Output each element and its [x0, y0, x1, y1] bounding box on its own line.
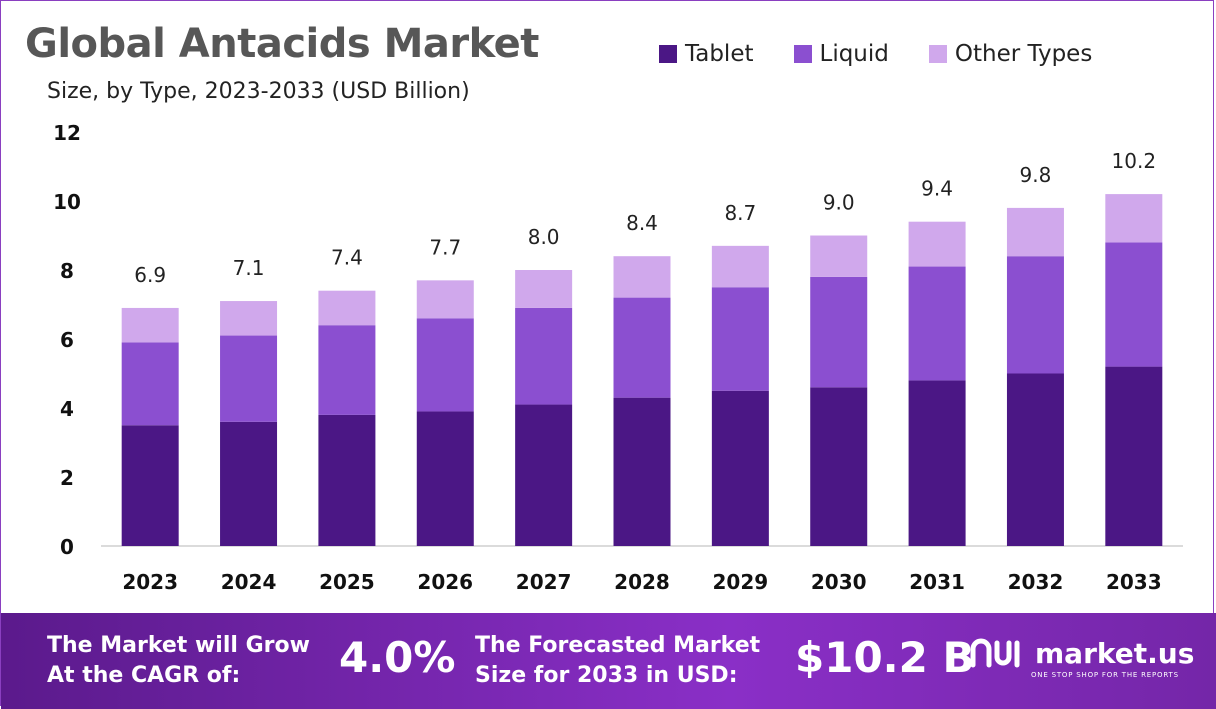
bar-segment-tablet	[220, 421, 278, 546]
bar-total-label: 8.4	[626, 211, 658, 235]
bar-segment-liquid	[711, 287, 769, 391]
bar-total-label: 9.8	[1020, 163, 1052, 187]
bar-total-label: 8.7	[724, 201, 756, 225]
bar-segment-liquid	[220, 335, 278, 422]
bar-segment-tablet	[318, 414, 376, 546]
bar-segment-liquid	[810, 276, 868, 388]
legend-label-tablet: Tablet	[685, 41, 754, 67]
bar-segment-tablet	[515, 404, 573, 546]
cagr-label-line2: At the CAGR of:	[47, 663, 241, 688]
x-tick-label: 2027	[516, 570, 572, 594]
brand-logo: market.us	[969, 635, 1194, 671]
bar-segment-liquid	[318, 325, 376, 415]
bar-segment-liquid	[1006, 256, 1064, 374]
forecast-label-line2: Size for 2033 in USD:	[475, 663, 738, 688]
bar-segment-liquid	[121, 342, 179, 426]
x-tick-label: 2032	[1008, 570, 1064, 594]
cagr-label: The Market will Grow At the CAGR of:	[47, 631, 310, 691]
bar-segment-tablet	[1105, 366, 1163, 546]
y-tick-label: 6	[60, 328, 74, 352]
bar-segment-other-types	[613, 256, 671, 298]
brand-name: market.us	[1035, 636, 1195, 670]
legend-swatch-liquid	[793, 45, 812, 63]
y-tick-label: 8	[60, 259, 74, 283]
forecast-label-line1: The Forecasted Market	[475, 633, 761, 658]
bar-segment-liquid	[416, 318, 474, 412]
legend-item-other-types: Other Types	[928, 41, 1093, 67]
x-tick-label: 2026	[417, 570, 473, 594]
bar-segment-other-types	[318, 290, 376, 326]
chart-title: Global Antacids Market	[25, 21, 539, 67]
bar-segment-tablet	[613, 397, 671, 546]
cagr-value: 4.0%	[339, 633, 456, 682]
y-tick-label: 2	[60, 466, 74, 490]
bar-segment-other-types	[711, 245, 769, 288]
x-tick-label: 2030	[811, 570, 867, 594]
legend-item-tablet: Tablet	[659, 41, 754, 67]
bar-segment-tablet	[121, 425, 179, 546]
bar-segment-other-types	[416, 280, 474, 319]
x-tick-label: 2031	[909, 570, 965, 594]
bar-segment-tablet	[711, 390, 769, 546]
bar-total-label: 6.9	[134, 263, 166, 287]
legend-label-liquid: Liquid	[819, 41, 889, 67]
x-tick-label: 2029	[713, 570, 769, 594]
x-tick-label: 2028	[614, 570, 670, 594]
stacked-bar-chart: 0 2 4 6 8 10 12 6.9 2023 7.1 2024 7.4 2025 7.7 2026 8.0…	[53, 121, 1183, 594]
legend-swatch-tablet	[659, 45, 677, 63]
bar-segment-tablet	[1006, 373, 1064, 546]
x-tick-label: 2025	[319, 570, 375, 594]
bar-segment-liquid	[613, 297, 671, 398]
chart-subtitle: Size, by Type, 2023-2033 (USD Billion)	[47, 79, 470, 104]
legend: Tablet Liquid Other Types	[659, 41, 1132, 67]
bar-segment-other-types	[1006, 207, 1064, 257]
y-tick-label: 4	[60, 397, 74, 421]
brand-tagline: ONE STOP SHOP FOR THE REPORTS	[1031, 671, 1179, 679]
bar-segment-other-types	[121, 307, 179, 343]
bar-segment-liquid	[1105, 242, 1163, 367]
forecast-label: The Forecasted Market Size for 2033 in U…	[475, 631, 760, 691]
bar-segment-liquid	[515, 307, 573, 405]
bar-segment-other-types	[810, 235, 868, 277]
cagr-label-line1: The Market will Grow	[47, 633, 310, 658]
legend-label-other-types: Other Types	[954, 41, 1093, 67]
bar-segment-other-types	[1105, 194, 1163, 243]
footer-banner: The Market will Grow At the CAGR of: 4.0…	[1, 613, 1216, 709]
x-tick-label: 2023	[122, 570, 178, 594]
y-tick-label: 0	[60, 535, 74, 559]
bar-total-label: 7.1	[233, 256, 265, 280]
bar-segment-tablet	[908, 380, 966, 546]
x-tick-label: 2033	[1106, 570, 1162, 594]
legend-item-liquid: Liquid	[793, 41, 889, 67]
y-tick-label: 12	[53, 121, 81, 145]
y-tick-label: 10	[53, 190, 81, 214]
bar-segment-other-types	[515, 270, 573, 308]
bar-total-label: 10.2	[1112, 149, 1157, 173]
bar-segment-tablet	[416, 411, 474, 546]
x-tick-label: 2024	[221, 570, 277, 594]
bar-segment-other-types	[220, 301, 278, 336]
bar-segment-liquid	[908, 266, 966, 381]
bar-total-label: 9.0	[823, 191, 855, 215]
bar-segment-tablet	[810, 387, 868, 546]
legend-swatch-other-types	[928, 45, 947, 63]
bar-total-label: 7.7	[429, 235, 461, 259]
forecast-value: $10.2 B	[795, 633, 975, 682]
bar-total-label: 9.4	[921, 177, 953, 201]
bar-total-label: 8.0	[528, 225, 560, 249]
bar-total-label: 7.4	[331, 246, 363, 270]
market-us-logo-icon	[970, 638, 1020, 668]
bar-segment-other-types	[908, 221, 966, 267]
